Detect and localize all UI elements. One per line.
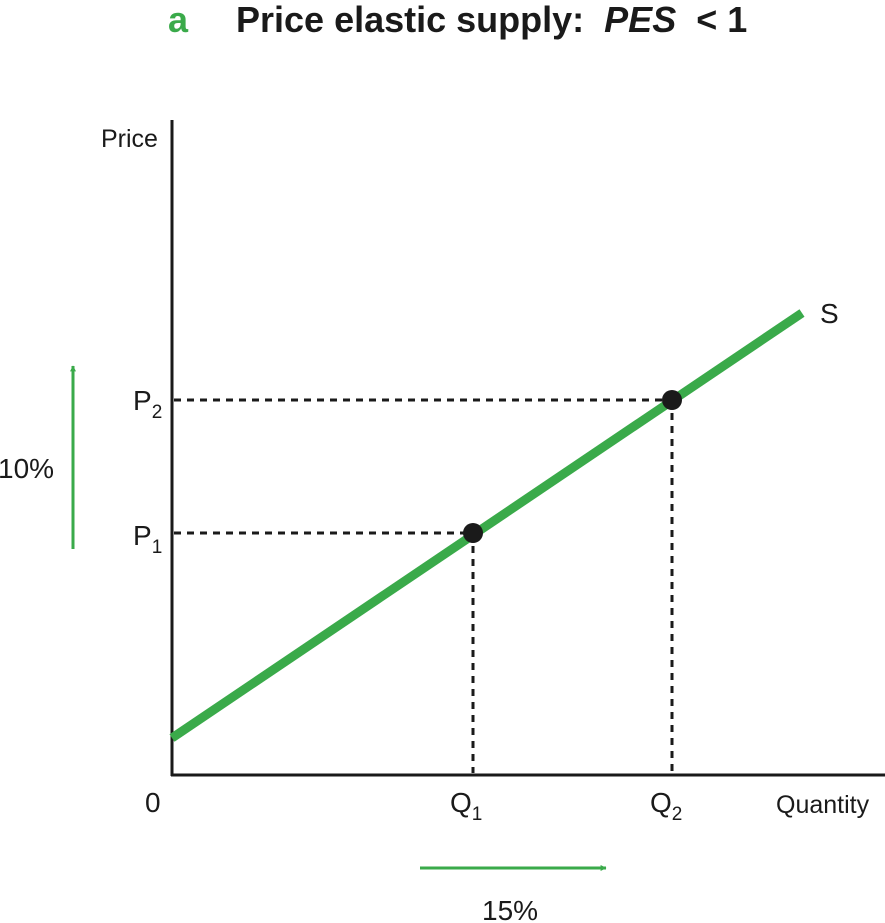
y-axis-label: Price [101,125,158,153]
quantity-label: Q2 [650,787,682,825]
title: a Price elastic supply: PES < 1 [168,0,747,40]
quantity-change-label: 15% [482,895,538,923]
price-sub: 2 [152,402,163,423]
guides [174,398,674,773]
price-label: P2 [133,385,162,423]
price-sub: 1 [152,537,163,558]
price-label: P1 [133,520,162,558]
price-letter: P [133,385,152,416]
figure-label: a [168,0,189,40]
point [662,390,682,410]
title-text: Price elastic supply: [236,0,584,40]
quantity-sub: 1 [472,804,483,825]
title-relation: < 1 [696,0,747,40]
title-emphasis: PES [604,0,676,40]
quantity-letter: Q [650,787,672,818]
price-change-label: 10% [0,453,54,484]
quantity-letter: Q [450,787,472,818]
point [463,523,483,543]
origin-label: 0 [145,787,161,818]
supply-curve [169,309,805,742]
price-letter: P [133,520,152,551]
quantity-label: Q1 [450,787,482,825]
quantity-sub: 2 [672,804,683,825]
x-axis-label: Quantity [776,791,870,819]
curve-label: S [820,298,839,329]
